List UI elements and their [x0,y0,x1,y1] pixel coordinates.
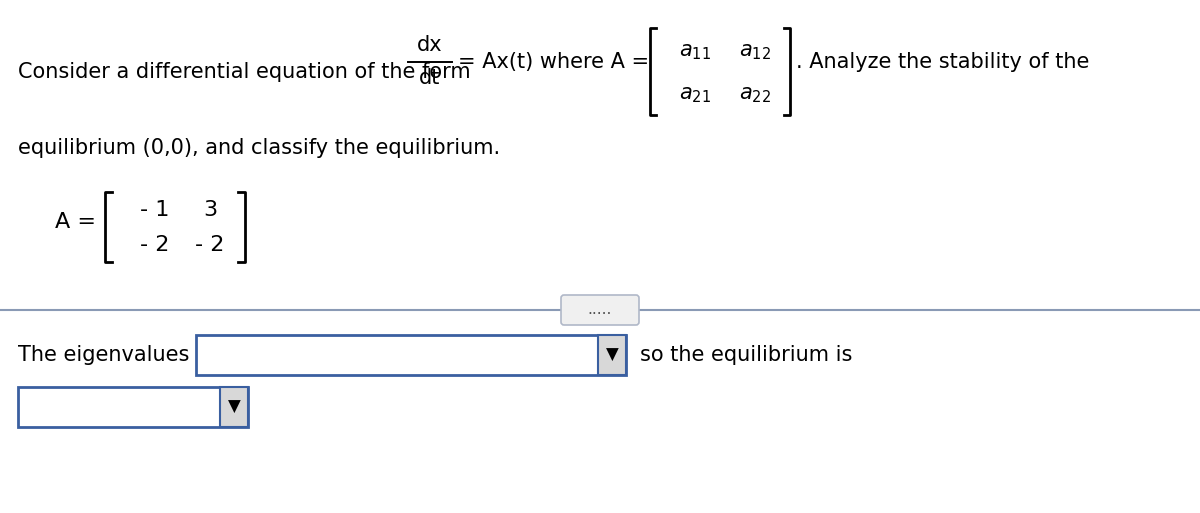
Text: $a_{22}$: $a_{22}$ [739,85,770,105]
Text: - 1: - 1 [140,200,169,220]
Text: $a_{12}$: $a_{12}$ [739,42,770,62]
Text: A =: A = [55,212,96,232]
Text: . Analyze the stability of the: . Analyze the stability of the [796,52,1090,72]
Text: ▼: ▼ [606,346,618,364]
Text: $a_{11}$: $a_{11}$ [679,42,710,62]
Text: .....: ..... [588,303,612,318]
Text: ▼: ▼ [228,398,240,416]
Bar [18,387,248,427]
Text: Consider a differential equation of the form: Consider a differential equation of the … [18,62,470,82]
Bar [196,335,626,375]
Text: so the equilibrium is: so the equilibrium is [640,345,852,365]
Text: The eigenvalues are: The eigenvalues are [18,345,229,365]
Text: - 2: - 2 [196,235,224,255]
Text: 3: 3 [203,200,217,220]
Text: - 2: - 2 [140,235,169,255]
Bar [220,387,248,427]
Text: dx: dx [418,35,443,55]
FancyBboxPatch shape [562,295,640,325]
Text: dt: dt [419,68,440,88]
Bar [598,335,626,375]
Text: $a_{21}$: $a_{21}$ [679,85,710,105]
Text: equilibrium (0,0), and classify the equilibrium.: equilibrium (0,0), and classify the equi… [18,138,500,158]
Text: = Ax(t) where A =: = Ax(t) where A = [458,52,649,72]
